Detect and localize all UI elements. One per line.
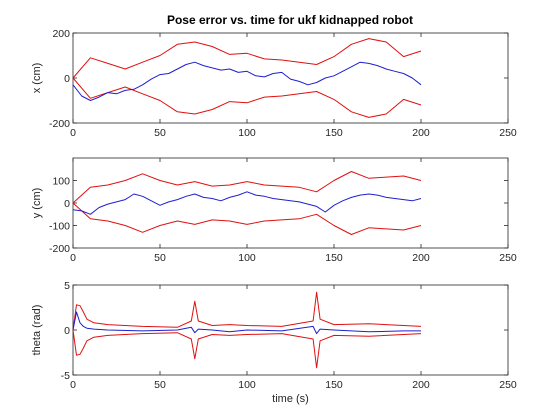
x-tick-label: 50 bbox=[154, 379, 166, 391]
y-axis-label: x (cm) bbox=[31, 63, 43, 94]
y-tick-label: -100 bbox=[49, 221, 70, 233]
x-tick-label: 150 bbox=[325, 127, 343, 139]
lower-bound-line bbox=[72, 329, 422, 369]
lower-bound-line bbox=[72, 202, 422, 235]
y-tick-label: 5 bbox=[64, 280, 70, 292]
y-tick-label: 0 bbox=[64, 198, 70, 210]
y-tick-label: 200 bbox=[52, 28, 70, 40]
x-tick-label: 150 bbox=[325, 379, 343, 391]
x-tick-label: 100 bbox=[238, 127, 256, 139]
x-tick-label: 150 bbox=[325, 252, 343, 264]
y-axis-label: y (cm) bbox=[31, 188, 43, 219]
x-tick-label: 100 bbox=[238, 379, 256, 391]
upper-bound-line bbox=[72, 171, 422, 204]
upper-bound-line bbox=[72, 291, 422, 331]
x-tick-label: 100 bbox=[238, 252, 256, 264]
error-series-line bbox=[72, 61, 422, 101]
x-tick-label: 50 bbox=[154, 252, 166, 264]
y-axis-label: theta (rad) bbox=[31, 305, 43, 356]
x-tick-label: 0 bbox=[70, 127, 76, 139]
x-tick-label: 200 bbox=[412, 379, 430, 391]
y-tick-label: -5 bbox=[61, 370, 70, 382]
x-tick-label: 0 bbox=[70, 252, 76, 264]
axes-box bbox=[72, 32, 509, 124]
upper-bound-line bbox=[72, 38, 422, 79]
axes-box bbox=[72, 157, 509, 249]
y-tick-label: 100 bbox=[52, 176, 70, 188]
x-tick-label: 200 bbox=[412, 127, 430, 139]
x-tick-label: 250 bbox=[499, 379, 517, 391]
x-axis-label: time (s) bbox=[272, 393, 309, 405]
y-tick-label: 0 bbox=[64, 73, 70, 85]
x-tick-label: 250 bbox=[499, 127, 517, 139]
x-tick-label: 250 bbox=[499, 252, 517, 264]
y-tick-label: 0 bbox=[64, 325, 70, 337]
x-tick-label: 200 bbox=[412, 252, 430, 264]
y-tick-label: -200 bbox=[49, 243, 70, 255]
error-series-line bbox=[72, 311, 421, 335]
error-series-line bbox=[72, 191, 422, 215]
y-tick-label: -200 bbox=[49, 118, 70, 130]
x-tick-label: 50 bbox=[154, 127, 166, 139]
subplot-2: 0 50 100 150 200 250 -200 -100 0 100 y (cm) bbox=[31, 157, 517, 264]
chart-title: Pose error vs. time for ukf kidnapped ro… bbox=[167, 13, 413, 27]
x-tick-label: 0 bbox=[70, 379, 76, 391]
